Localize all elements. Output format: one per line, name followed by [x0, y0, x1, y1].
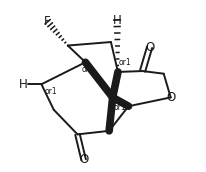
Text: H: H: [113, 14, 122, 26]
Text: or1: or1: [113, 104, 126, 112]
Text: H: H: [19, 78, 27, 91]
Text: or1: or1: [119, 58, 131, 67]
Text: or1: or1: [45, 87, 57, 96]
Text: O: O: [166, 91, 175, 104]
Text: O: O: [145, 41, 154, 54]
Text: O: O: [79, 153, 88, 166]
Text: or1: or1: [82, 65, 94, 74]
Text: F: F: [44, 15, 51, 28]
